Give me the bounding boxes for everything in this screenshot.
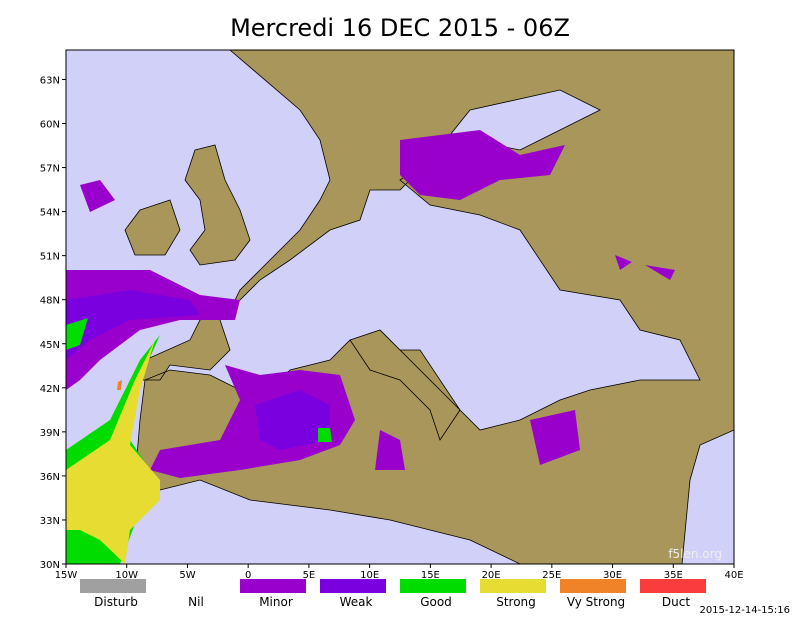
lon-label: 40E [724,570,743,581]
lon-label: 10E [360,570,379,581]
weak-zone [66,290,330,450]
lon-label: 5E [303,570,316,581]
legend-swatch [560,579,626,593]
legend-swatch [480,579,546,593]
map-frame [65,49,735,565]
lat-label: 39N [40,428,60,439]
lat-label: 30N [40,560,60,571]
watermark: f5len.org [668,547,722,561]
legend-label: Minor [259,595,293,609]
lon-axis: 15W 10W 5W 0 5E 10E 15E 20E 25E 30E 35E 40E [55,564,744,581]
italy [349,329,461,441]
lat-label: 45N [40,340,60,351]
lon-label: 35E [664,570,683,581]
lat-label: 48N [40,296,60,307]
legend-swatch [80,579,146,593]
lon-label: 20E [482,570,501,581]
lon-label: 30E [603,570,622,581]
lat-label: 63N [40,75,60,86]
lat-label: 54N [40,208,60,219]
lat-label: 33N [40,516,60,527]
lon-label: 15W [55,570,78,581]
legend-label: Strong [496,595,536,609]
legend-swatch [640,579,706,593]
legend-label: Good [420,595,452,609]
title: Mercredi 16 DEC 2015 - 06Z [230,14,570,42]
lat-axis: 63N 60N 57N 54N 51N 48N 45N 42N 39N 36N 33N 30N [40,75,66,571]
lat-label: 57N [40,164,60,175]
legend-label: Nil [188,595,204,609]
strong-zone [66,340,160,564]
legend-swatch [160,579,226,593]
lat-label: 36N [40,472,60,483]
lon-label: 25E [542,570,561,581]
legend: Disturb Nil Minor Weak Good Strong Vy Strong Du… [80,579,706,609]
legend-label: Disturb [94,595,138,609]
legend-label: Duct [662,595,690,609]
lon-label: 10W [115,570,138,581]
map: 63N 60N 57N 54N 51N 48N 45N 42N 39N 36N 33N 30N 15W… [40,49,744,581]
legend-label: Vy Strong [567,595,625,609]
legend-swatch [240,579,306,593]
lon-label: 15E [421,570,440,581]
lat-label: 42N [40,384,60,395]
timestamp: 2015-12-14-15:16 [699,605,790,616]
lat-label: 60N [40,120,60,131]
lat-label: 51N [40,252,60,263]
lon-label: 0 [245,570,251,581]
legend-swatch [320,579,386,593]
great-britain [184,144,251,266]
lon-label: 5W [179,570,195,581]
ireland [124,199,181,256]
vy-strong-zone [117,380,122,390]
legend-label: Weak [340,595,373,609]
legend-swatch [400,579,466,593]
